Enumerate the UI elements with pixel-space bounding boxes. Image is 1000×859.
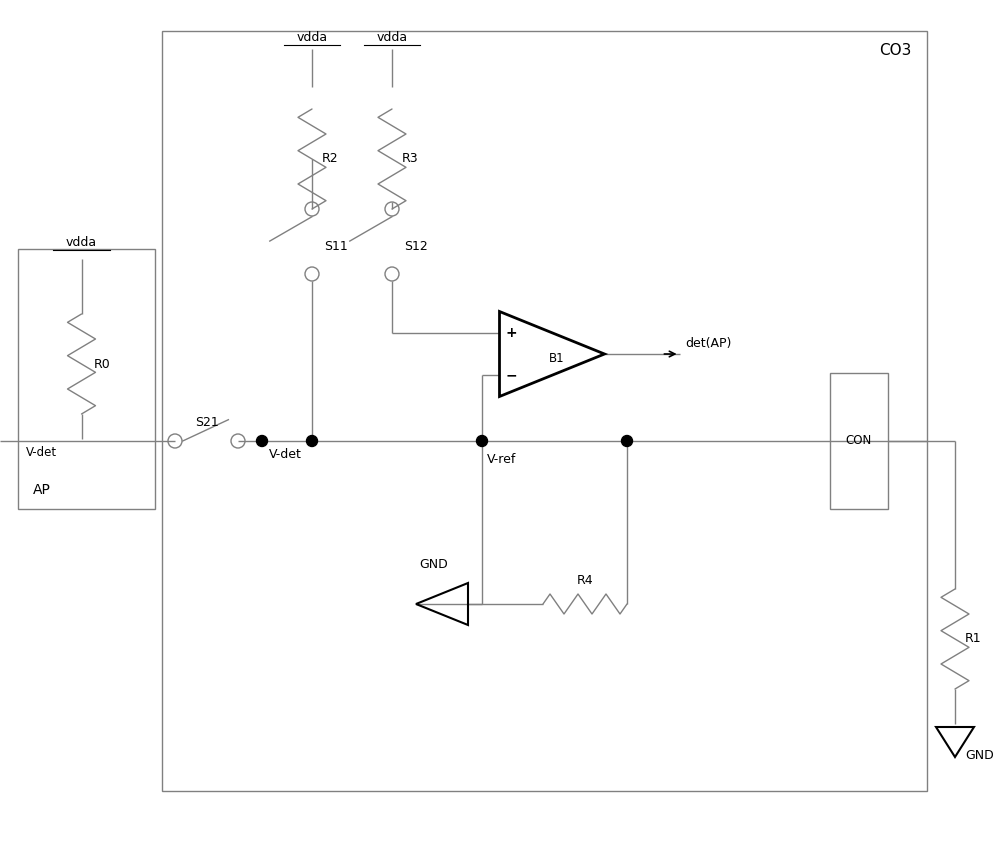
Text: AP: AP <box>33 483 51 497</box>
Text: GND: GND <box>965 749 994 762</box>
Text: R4: R4 <box>577 574 593 587</box>
Text: +: + <box>506 326 517 340</box>
Circle shape <box>256 436 268 447</box>
FancyBboxPatch shape <box>162 31 927 791</box>
Text: V-det: V-det <box>26 446 57 459</box>
Circle shape <box>306 436 318 447</box>
Circle shape <box>622 436 633 447</box>
Text: det(AP): det(AP) <box>686 337 732 350</box>
Text: −: − <box>506 369 517 382</box>
FancyBboxPatch shape <box>18 249 155 509</box>
Circle shape <box>477 436 488 447</box>
Text: R2: R2 <box>322 153 339 166</box>
Text: V-ref: V-ref <box>487 453 516 466</box>
Text: CON: CON <box>846 435 872 448</box>
Text: CO3: CO3 <box>880 43 912 58</box>
Text: vdda: vdda <box>376 31 408 44</box>
Text: R0: R0 <box>94 357 110 370</box>
Text: vdda: vdda <box>296 31 328 44</box>
Text: S11: S11 <box>324 240 348 253</box>
Text: B1: B1 <box>549 351 565 364</box>
Text: GND: GND <box>420 558 448 571</box>
Text: vdda: vdda <box>66 236 97 249</box>
Text: S12: S12 <box>404 240 428 253</box>
Text: R1: R1 <box>965 632 982 645</box>
Text: V-det: V-det <box>269 448 302 461</box>
Text: S21: S21 <box>195 416 218 429</box>
FancyBboxPatch shape <box>830 373 888 509</box>
Text: R3: R3 <box>402 153 419 166</box>
